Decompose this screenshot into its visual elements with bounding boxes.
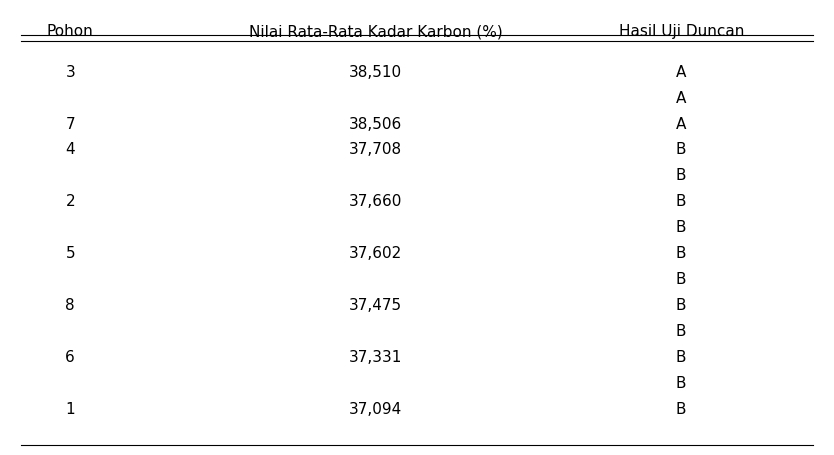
Text: 6: 6	[65, 349, 75, 364]
Text: 37,475: 37,475	[349, 298, 402, 313]
Text: B: B	[676, 246, 686, 261]
Text: 7: 7	[65, 116, 75, 131]
Text: B: B	[676, 375, 686, 390]
Text: 37,660: 37,660	[349, 194, 402, 209]
Text: 37,094: 37,094	[349, 401, 402, 416]
Text: B: B	[676, 272, 686, 287]
Text: 1: 1	[65, 401, 75, 416]
Text: B: B	[676, 194, 686, 209]
Text: 2: 2	[65, 194, 75, 209]
Text: B: B	[676, 349, 686, 364]
Text: 3: 3	[65, 65, 75, 80]
Text: B: B	[676, 220, 686, 235]
Text: 5: 5	[65, 246, 75, 261]
Text: 38,506: 38,506	[349, 116, 402, 131]
Text: A: A	[676, 116, 686, 131]
Text: B: B	[676, 324, 686, 339]
Text: 37,331: 37,331	[349, 349, 402, 364]
Text: B: B	[676, 168, 686, 183]
Text: Pohon: Pohon	[47, 24, 93, 39]
Text: 37,708: 37,708	[349, 142, 402, 157]
Text: A: A	[676, 65, 686, 80]
Text: 4: 4	[65, 142, 75, 157]
Text: Nilai Rata-Rata Kadar Karbon (%): Nilai Rata-Rata Kadar Karbon (%)	[249, 24, 503, 39]
Text: B: B	[676, 298, 686, 313]
Text: 8: 8	[65, 298, 75, 313]
Text: 37,602: 37,602	[349, 246, 402, 261]
Text: 38,510: 38,510	[349, 65, 402, 80]
Text: A: A	[676, 91, 686, 106]
Text: Hasil Uji Duncan: Hasil Uji Duncan	[619, 24, 744, 39]
Text: B: B	[676, 401, 686, 416]
Text: B: B	[676, 142, 686, 157]
